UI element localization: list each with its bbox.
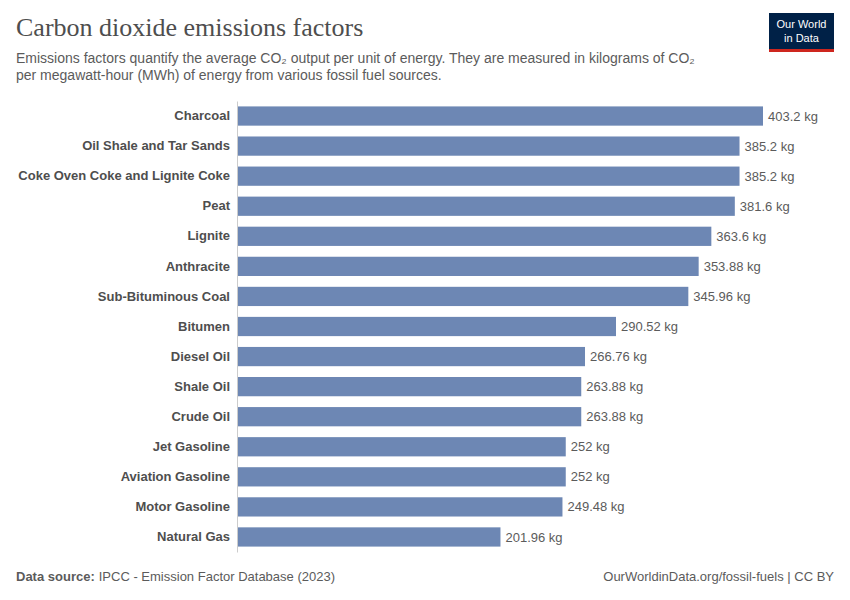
bar <box>237 167 740 186</box>
data-label: 353.88 kg <box>704 259 761 274</box>
data-label: 201.96 kg <box>505 530 562 545</box>
y-tick: Natural Gas <box>157 529 230 544</box>
logo-text: Our World <box>777 18 827 30</box>
y-tick: Motor Gasoline <box>135 499 230 514</box>
y-tick: Charcoal <box>174 108 230 123</box>
source: Data source: IPCC - Emission Factor Datab… <box>16 569 335 584</box>
y-tick: Peat <box>203 198 231 213</box>
data-label: 263.88 kg <box>586 409 643 424</box>
data-label: 252 kg <box>571 469 610 484</box>
data-label: 249.48 kg <box>567 499 624 514</box>
source-label: Data source: <box>16 569 95 584</box>
bar <box>237 106 763 125</box>
y-tick-label: Coke Oven Coke and Lignite Coke <box>18 168 230 183</box>
y-tick: Bitumen <box>178 319 230 334</box>
y-tick-label: Anthracite <box>166 259 230 274</box>
y-tick-label: Crude Oil <box>171 409 230 424</box>
chart: Carbon dioxide emissions factors Emission… <box>0 0 850 600</box>
y-tick-label: Diesel Oil <box>171 349 230 364</box>
bar <box>237 497 562 516</box>
credit: OurWorldinData.org/fossil-fuels | CC BY <box>603 569 834 584</box>
data-label: 290.52 kg <box>621 319 678 334</box>
y-tick: Sub-Bituminous Coal <box>98 289 230 304</box>
title: Carbon dioxide emissions factors <box>16 13 363 42</box>
data-label: 252 kg <box>571 439 610 454</box>
y-tick: Aviation Gasoline <box>121 469 230 484</box>
bars <box>237 106 763 546</box>
y-tick-label: Shale Oil <box>174 379 230 394</box>
bar <box>237 527 500 546</box>
y-tick: Lignite <box>187 228 230 243</box>
y-tick-label: Motor Gasoline <box>135 499 230 514</box>
bar <box>237 197 735 216</box>
y-tick: Diesel Oil <box>171 349 230 364</box>
data-label: 263.88 kg <box>586 379 643 394</box>
subtitle: per megawatt-hour (MWh) of energy from v… <box>16 67 442 83</box>
source-text: IPCC - Emission Factor Database (2023) <box>99 569 335 584</box>
y-tick: Oil Shale and Tar Sands <box>82 138 230 153</box>
y-tick-label: Lignite <box>187 228 230 243</box>
y-axis-line <box>237 102 238 553</box>
y-tick-label: Aviation Gasoline <box>121 469 230 484</box>
bar <box>237 227 711 246</box>
y-tick: Anthracite <box>166 259 230 274</box>
y-tick-label: Peat <box>203 198 231 213</box>
logo-box <box>769 13 834 49</box>
y-tick-label: Natural Gas <box>157 529 230 544</box>
data-label: 363.6 kg <box>716 229 766 244</box>
data-label: 266.76 kg <box>590 349 647 364</box>
data-label: 385.2 kg <box>745 139 795 154</box>
y-tick-label: Jet Gasoline <box>153 439 230 454</box>
y-tick-label: Bitumen <box>178 319 230 334</box>
bar <box>237 317 616 336</box>
logo: Our World in Data <box>769 13 834 52</box>
bar <box>237 136 740 155</box>
data-label: 385.2 kg <box>745 169 795 184</box>
subtitle: Emissions factors quantify the average C… <box>16 50 695 66</box>
bar <box>237 407 581 426</box>
bar <box>237 257 699 276</box>
bar <box>237 377 581 396</box>
data-label: 403.2 kg <box>768 109 818 124</box>
y-tick-label: Sub-Bituminous Coal <box>98 289 230 304</box>
logo-underline <box>769 49 834 52</box>
y-axis: Charcoal Oil Shale and Tar Sands Coke Oven… <box>18 102 237 553</box>
logo-text: in Data <box>784 32 820 44</box>
y-tick: Shale Oil <box>174 379 230 394</box>
bar <box>237 437 566 456</box>
y-tick: Crude Oil <box>171 409 230 424</box>
data-labels: 403.2 kg 385.2 kg 385.2 kg 381.6 kg 363.6 kg… <box>505 109 817 545</box>
data-label: 381.6 kg <box>740 199 790 214</box>
bar <box>237 467 566 486</box>
y-tick-label: Oil Shale and Tar Sands <box>82 138 230 153</box>
y-tick-label: Charcoal <box>174 108 230 123</box>
y-tick: Coke Oven Coke and Lignite Coke <box>18 168 230 183</box>
bar <box>237 287 688 306</box>
bar <box>237 347 585 366</box>
data-label: 345.96 kg <box>693 289 750 304</box>
y-tick: Jet Gasoline <box>153 439 230 454</box>
